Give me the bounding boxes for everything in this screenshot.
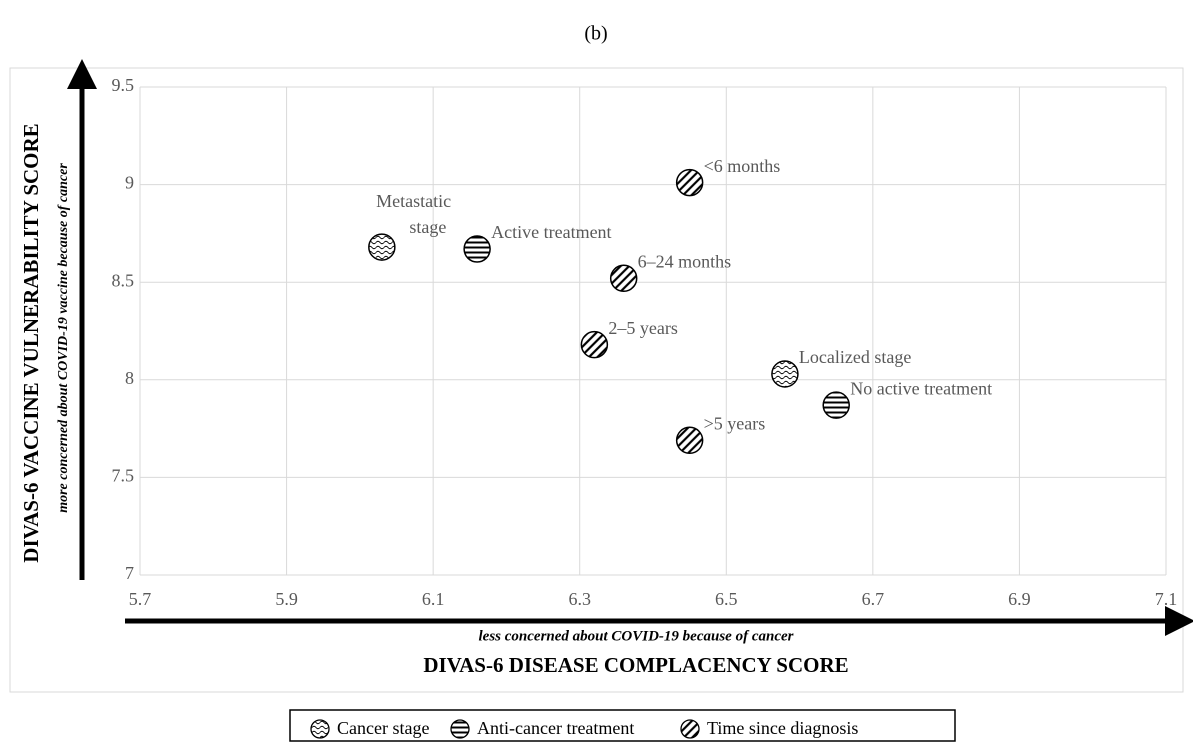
point-label: >5 years — [704, 413, 766, 433]
point-label: 6–24 months — [638, 251, 732, 271]
legend-swatch — [680, 719, 700, 739]
y-tick-label: 8 — [125, 368, 134, 388]
point-label: Metastatic stage — [376, 191, 455, 237]
y-tick-label: 9.5 — [112, 75, 135, 95]
x-tick-label: 7.1 — [1155, 589, 1178, 609]
point-label: Active treatment — [491, 222, 611, 242]
y-tick-label: 8.5 — [112, 270, 135, 290]
point — [675, 168, 704, 197]
point — [822, 391, 850, 419]
x-tick-label: 6.5 — [715, 589, 738, 609]
point — [771, 360, 799, 388]
y-axis-sublabel: more concerned about COVID-19 vaccine be… — [56, 163, 71, 513]
point — [580, 330, 609, 359]
x-tick-label: 5.9 — [275, 589, 298, 609]
x-axis-sublabel: less concerned about COVID-19 because of… — [479, 628, 794, 644]
legend-box — [289, 709, 956, 742]
legend-label: Anti-cancer treatment — [477, 718, 634, 738]
chart-frame — [9, 67, 1184, 693]
y-tick-label: 7 — [125, 563, 134, 583]
chart-title: (b) — [584, 23, 607, 45]
point — [463, 235, 491, 263]
y-tick-label: 7.5 — [112, 466, 135, 486]
legend-swatch — [450, 719, 470, 739]
point-label: No active treatment — [850, 378, 992, 398]
point-label: <6 months — [704, 156, 781, 176]
x-tick-label: 6.7 — [862, 589, 885, 609]
x-tick-label: 6.1 — [422, 589, 445, 609]
x-tick-label: 6.3 — [568, 589, 591, 609]
point-label: 2–5 years — [608, 318, 677, 338]
legend-label: Time since diagnosis — [707, 718, 858, 738]
legend-label: Cancer stage — [337, 718, 429, 738]
x-tick-label: 5.7 — [129, 589, 152, 609]
point-label: Localized stage — [799, 347, 911, 367]
point — [609, 264, 638, 293]
y-tick-label: 9 — [125, 173, 134, 193]
point — [368, 233, 396, 261]
x-axis-label: DIVAS-6 DISEASE COMPLACENCY SCORE — [423, 653, 848, 677]
x-tick-label: 6.9 — [1008, 589, 1031, 609]
legend-swatch — [310, 719, 330, 739]
y-axis-label: DIVAS-6 VACCINE VULNERABILITY SCORE — [19, 123, 43, 562]
point — [675, 426, 704, 455]
